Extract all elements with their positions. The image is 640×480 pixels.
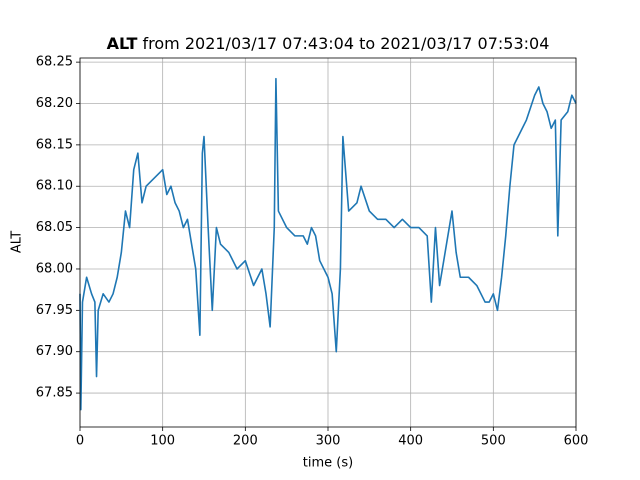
title-range: from 2021/03/17 07:43:04 to 2021/03/17 0… (143, 34, 550, 53)
y-tick-label: 68.25 (36, 55, 73, 70)
y-tick-label: 68.10 (36, 179, 73, 194)
x-tick-label: 400 (398, 434, 423, 449)
y-tick-label: 67.85 (36, 386, 73, 401)
x-tick-label: 0 (76, 434, 84, 449)
y-tick-label: 68.05 (36, 220, 73, 235)
x-tick-label: 200 (233, 434, 258, 449)
y-tick-label: 68.00 (36, 261, 73, 276)
x-tick-label: 300 (316, 434, 341, 449)
x-tick-label: 600 (564, 434, 589, 449)
y-tick-label: 68.15 (36, 137, 73, 152)
y-tick-label: 67.95 (36, 303, 73, 318)
chart-title: ALT from 2021/03/17 07:43:04 to 2021/03/… (107, 34, 550, 53)
title-variable: ALT (107, 34, 138, 53)
y-axis-label: ALT (10, 231, 25, 253)
plot-frame (79, 57, 577, 428)
y-tick-label: 67.90 (36, 344, 73, 359)
data-line (79, 77, 577, 411)
y-tick-label: 68.20 (36, 96, 73, 111)
x-tick-label: 100 (150, 434, 175, 449)
x-tick-label: 500 (481, 434, 506, 449)
x-axis-label: time (s) (303, 456, 353, 471)
